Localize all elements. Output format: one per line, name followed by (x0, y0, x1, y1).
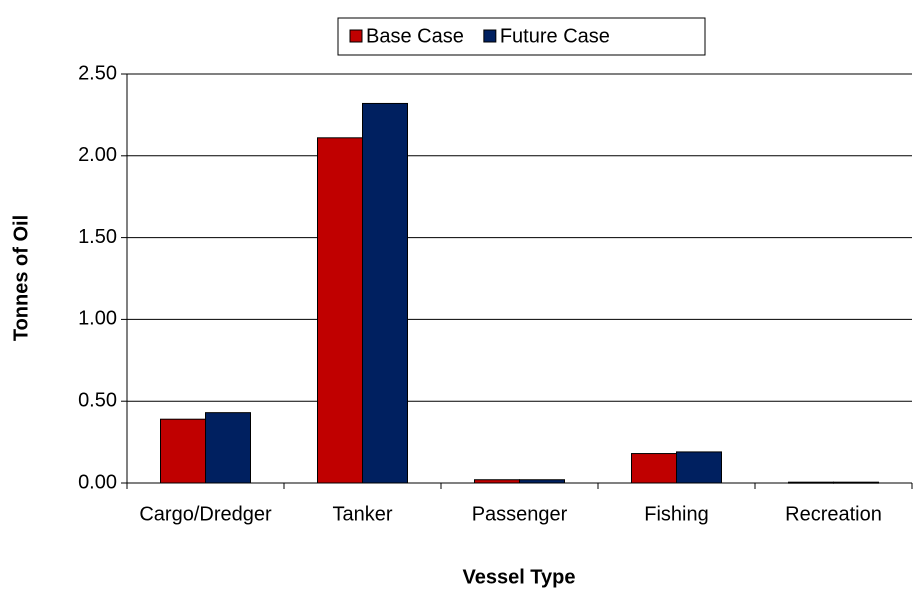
x-axis-title: Vessel Type (462, 566, 575, 588)
x-tick-label: Tanker (332, 503, 392, 525)
x-tick-label: Recreation (785, 503, 882, 525)
y-tick-label: 1.50 (78, 226, 117, 248)
legend-label: Future Case (500, 25, 610, 47)
y-tick-label: 2.00 (78, 144, 117, 166)
x-tick-label: Cargo/Dredger (139, 503, 272, 525)
y-tick-label: 0.50 (78, 389, 117, 411)
bar (160, 418, 206, 484)
y-axis-title: Tonnes of Oil (10, 215, 32, 341)
legend-swatch (483, 29, 497, 43)
legend-label: Base Case (366, 25, 464, 47)
y-tick-label: 0.00 (78, 471, 117, 493)
y-tick-label: 1.00 (78, 308, 117, 330)
bar (362, 102, 408, 484)
legend-box (337, 17, 706, 56)
y-tick-label: 2.50 (78, 62, 117, 84)
bar (676, 451, 722, 484)
bar (631, 453, 677, 484)
bar (317, 137, 363, 484)
x-tick-label: Passenger (472, 503, 568, 525)
legend-swatch (349, 29, 363, 43)
bar (205, 412, 251, 484)
x-tick-label: Fishing (644, 503, 708, 525)
